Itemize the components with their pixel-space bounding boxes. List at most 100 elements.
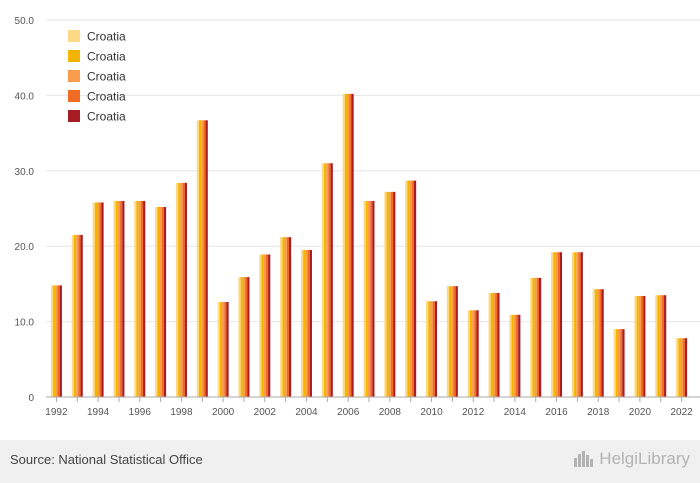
bar bbox=[365, 200, 368, 397]
bar bbox=[594, 289, 598, 397]
x-tick-label: 2010 bbox=[420, 407, 443, 418]
legend-label: Croatia bbox=[87, 50, 126, 64]
bar bbox=[643, 295, 646, 397]
bar bbox=[449, 286, 452, 397]
x-tick-label: 2018 bbox=[587, 407, 610, 418]
bar bbox=[659, 295, 662, 397]
bar bbox=[622, 329, 625, 397]
bar bbox=[73, 234, 77, 397]
city-skyline-icon bbox=[574, 451, 594, 467]
bar bbox=[615, 329, 618, 397]
y-tick-label: 20.0 bbox=[15, 242, 35, 253]
bar bbox=[80, 234, 83, 397]
bar bbox=[198, 120, 202, 397]
bar bbox=[661, 295, 665, 397]
y-tick-label: 30.0 bbox=[15, 167, 35, 178]
bar bbox=[140, 200, 144, 397]
legend-swatch bbox=[68, 30, 80, 42]
bar bbox=[238, 277, 241, 397]
bar bbox=[571, 252, 575, 397]
bar bbox=[613, 329, 616, 397]
bar bbox=[678, 338, 681, 397]
x-axis: 1992 1994 1996 1998 2000 2002 2004 2006 2008 2010… bbox=[45, 397, 693, 418]
bar bbox=[113, 200, 116, 397]
source-note: Source: National Statistical Office bbox=[10, 452, 203, 467]
bar bbox=[513, 314, 516, 397]
x-tick-label: 1996 bbox=[129, 407, 152, 418]
legend-label: Croatia bbox=[87, 90, 126, 104]
bar bbox=[469, 310, 473, 397]
bar bbox=[307, 249, 310, 397]
bar bbox=[453, 286, 456, 397]
bar bbox=[342, 93, 345, 397]
bar bbox=[620, 329, 623, 397]
bar bbox=[280, 237, 283, 397]
legend: Croatia Croatia Croatia Croatia Croatia bbox=[68, 30, 126, 124]
bar bbox=[539, 277, 542, 397]
bar bbox=[559, 252, 563, 397]
bar bbox=[222, 302, 225, 397]
x-tick-label: 1998 bbox=[170, 407, 193, 418]
bar bbox=[370, 200, 373, 397]
bar bbox=[497, 292, 500, 397]
x-tick-label: 2020 bbox=[629, 407, 652, 418]
legend-label: Croatia bbox=[87, 70, 126, 84]
bar bbox=[534, 277, 537, 397]
bar bbox=[136, 200, 139, 397]
x-tick-label: 1992 bbox=[45, 407, 68, 418]
bar bbox=[76, 234, 79, 397]
bar bbox=[634, 295, 637, 397]
chart-bars bbox=[50, 93, 688, 397]
y-axis: 0 10.0 20.0 30.0 40.0 50.0 bbox=[15, 16, 35, 404]
bar bbox=[349, 93, 352, 397]
bar bbox=[282, 237, 285, 397]
bar bbox=[217, 302, 220, 397]
bar bbox=[97, 202, 100, 397]
bar bbox=[303, 249, 306, 397]
bar bbox=[143, 200, 146, 397]
bar bbox=[122, 200, 125, 397]
bar bbox=[134, 200, 137, 397]
x-tick-label: 2014 bbox=[504, 407, 527, 418]
bar bbox=[300, 249, 304, 397]
bar bbox=[574, 252, 577, 397]
x-tick-label: 2004 bbox=[295, 407, 318, 418]
bar bbox=[518, 314, 521, 397]
y-tick-label: 40.0 bbox=[15, 91, 35, 102]
y-tick-label: 50.0 bbox=[15, 16, 35, 27]
x-tick-label: 2002 bbox=[254, 407, 277, 418]
bar bbox=[321, 163, 325, 397]
bar bbox=[657, 295, 660, 397]
bar bbox=[530, 277, 533, 397]
bar bbox=[601, 289, 604, 397]
bar bbox=[99, 202, 102, 397]
bar bbox=[393, 191, 396, 397]
bar bbox=[474, 310, 477, 397]
bar bbox=[157, 206, 160, 397]
bar bbox=[94, 202, 97, 397]
bar bbox=[263, 254, 266, 397]
bar bbox=[53, 285, 56, 397]
bar bbox=[163, 206, 167, 397]
bar bbox=[117, 200, 121, 397]
y-tick-label: 10.0 bbox=[15, 318, 35, 329]
helgi-library-logo: HelgiLibrary bbox=[573, 449, 690, 469]
bar bbox=[330, 163, 333, 397]
bar bbox=[161, 206, 164, 397]
bar bbox=[430, 301, 433, 397]
bar bbox=[101, 202, 104, 397]
bar bbox=[138, 200, 141, 397]
x-tick-label: 2022 bbox=[670, 407, 693, 418]
bar bbox=[428, 301, 431, 397]
bar bbox=[636, 295, 639, 397]
bar bbox=[467, 310, 470, 397]
bar bbox=[155, 206, 158, 397]
bar bbox=[184, 182, 187, 397]
x-tick-label: 2000 bbox=[212, 407, 235, 418]
bar bbox=[386, 191, 389, 397]
bar bbox=[551, 252, 554, 397]
bar bbox=[71, 234, 74, 397]
bar bbox=[455, 286, 458, 397]
bar bbox=[536, 277, 540, 397]
bar bbox=[599, 289, 602, 397]
